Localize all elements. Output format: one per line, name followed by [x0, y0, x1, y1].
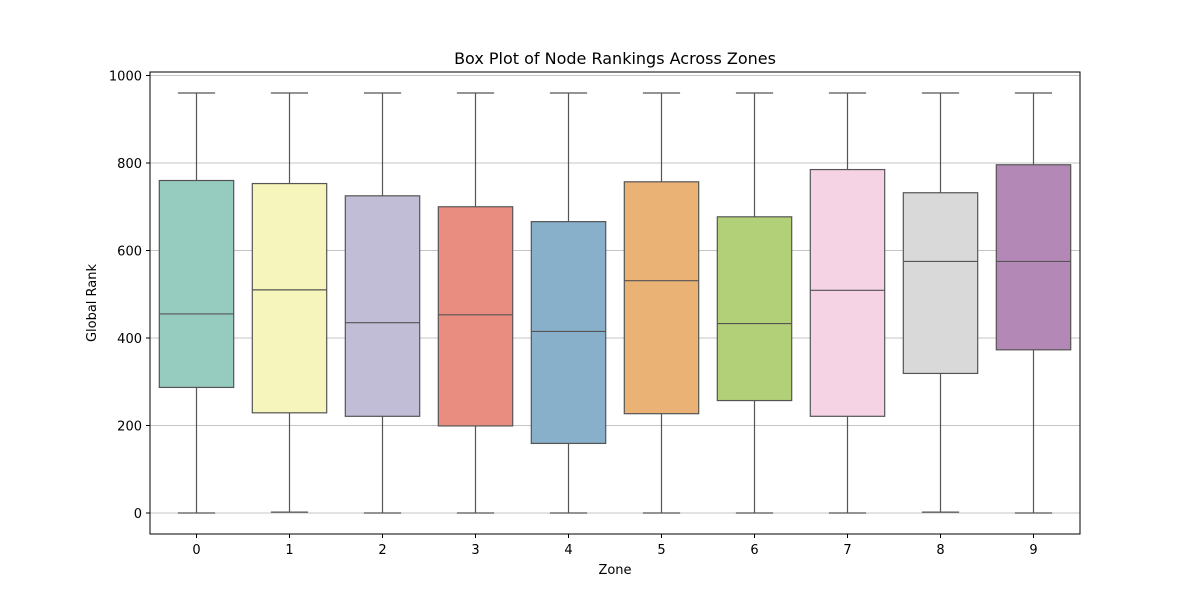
x-tick-label: 3 — [471, 543, 479, 558]
box-zone-3 — [437, 92, 514, 514]
box-zone-0 — [158, 92, 235, 514]
x-tick-label: 0 — [192, 543, 200, 558]
box-zone-4 — [530, 92, 607, 514]
iqr-box — [437, 206, 514, 427]
box-zone-8 — [902, 92, 979, 513]
box-zone-7 — [809, 92, 886, 514]
x-tick-label: 9 — [1029, 543, 1037, 558]
box-zone-9 — [995, 92, 1072, 514]
iqr-box — [344, 195, 421, 417]
y-axis-label: Global Rank — [85, 263, 100, 342]
box-zone-6 — [716, 92, 793, 514]
iqr-box — [995, 164, 1072, 351]
box-zone-2 — [344, 92, 421, 514]
chart-title: Box Plot of Node Rankings Across Zones — [454, 49, 776, 68]
y-tick-label: 1000 — [109, 70, 142, 85]
iqr-box — [158, 179, 235, 389]
x-tick-label: 4 — [564, 543, 572, 558]
x-tick-label: 1 — [285, 543, 293, 558]
x-tick-label: 5 — [657, 543, 665, 558]
x-axis-label: Zone — [598, 563, 631, 578]
x-tick-label: 7 — [843, 543, 851, 558]
y-tick-label: 600 — [117, 245, 142, 260]
iqr-box — [902, 192, 979, 375]
iqr-box — [251, 182, 328, 414]
box-zone-5 — [623, 92, 700, 514]
x-axis: 0 1 2 3 4 5 6 7 8 9 — [192, 534, 1038, 558]
y-axis: 0 200 400 600 800 1000 — [109, 70, 150, 522]
plot-frame — [149, 71, 1081, 535]
iqr-box — [716, 216, 793, 402]
iqr-box — [623, 181, 700, 415]
y-tick-label: 0 — [134, 507, 142, 522]
iqr-box — [530, 221, 607, 445]
boxes — [158, 92, 1072, 514]
x-tick-label: 8 — [936, 543, 944, 558]
y-tick-label: 200 — [117, 420, 142, 435]
box-zone-1 — [251, 92, 328, 513]
y-tick-label: 800 — [117, 157, 142, 172]
x-tick-label: 2 — [378, 543, 386, 558]
iqr-box — [809, 168, 886, 417]
x-tick-label: 6 — [750, 543, 758, 558]
y-tick-label: 400 — [117, 332, 142, 347]
